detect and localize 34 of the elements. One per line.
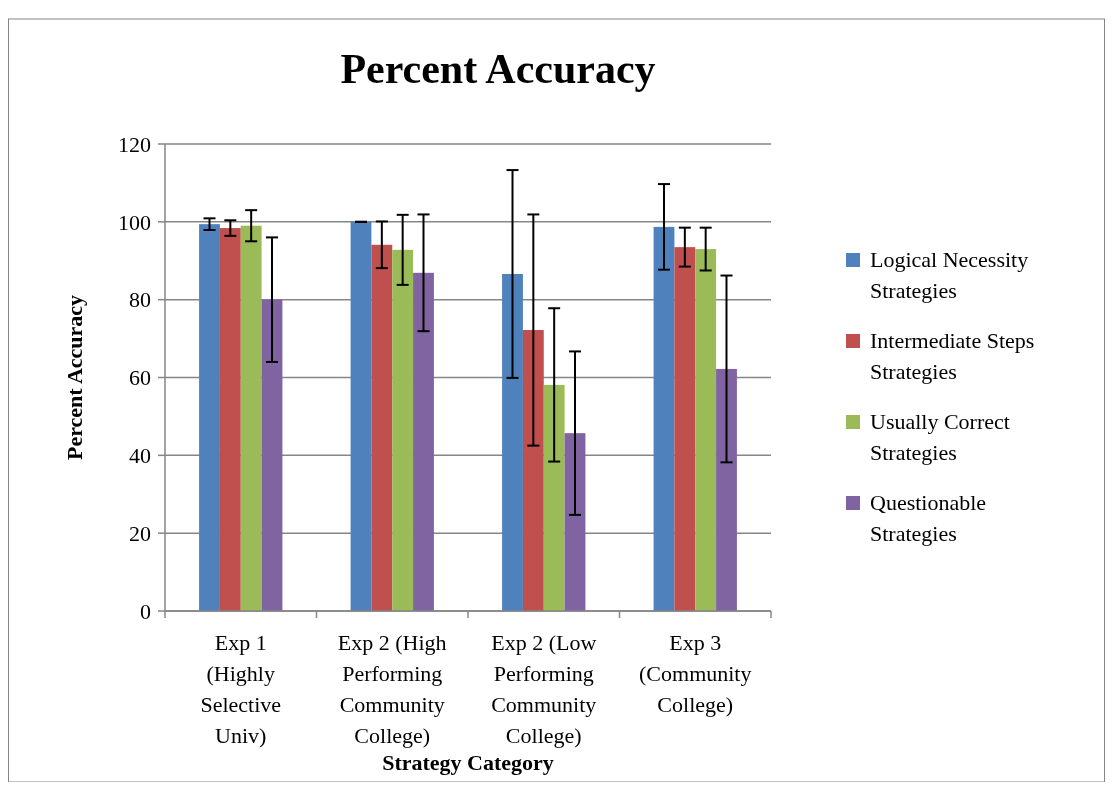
y-tick-label: 120 [118,131,151,157]
x-tick-label: Exp 1 (Highly Selective Univ) [200,630,282,748]
bar [695,249,717,611]
y-tick-label: 60 [129,365,151,391]
bar [350,221,372,611]
bar [199,224,220,611]
bar [392,249,414,611]
legend-label: Intermediate Steps Strategies [870,328,1035,384]
bar [261,299,283,611]
bar [413,272,434,611]
bar [240,225,262,611]
legend-label: Logical Necessity Strategies [870,247,1029,303]
y-tick-label: 0 [140,598,151,624]
legend-label: Questionable Strategies [870,490,987,546]
bar [564,433,586,611]
x-tick-label: Exp 2 (High Performing Community College) [337,630,447,748]
y-tick-label: 40 [129,443,151,469]
bar [543,384,565,611]
y-tick-label: 80 [129,287,151,313]
bar [371,244,393,611]
legend-label: Usually Correct Strategies [870,409,1010,465]
bar [653,226,675,611]
y-axis-title: Percent Accuracy [62,294,87,461]
x-tick-label: Exp 2 (Low Performing Community College) [491,630,597,748]
y-tick-label: 100 [118,209,151,235]
bar [522,330,544,611]
bar [716,368,737,611]
y-tick-label: 20 [129,520,151,546]
bar [674,247,696,611]
x-tick-label: Exp 3 (Community College) [639,630,752,717]
chart-title: Percent Accuracy [340,46,656,92]
bar [502,273,523,611]
x-axis-title: Strategy Category [382,750,554,775]
bar [219,228,241,611]
